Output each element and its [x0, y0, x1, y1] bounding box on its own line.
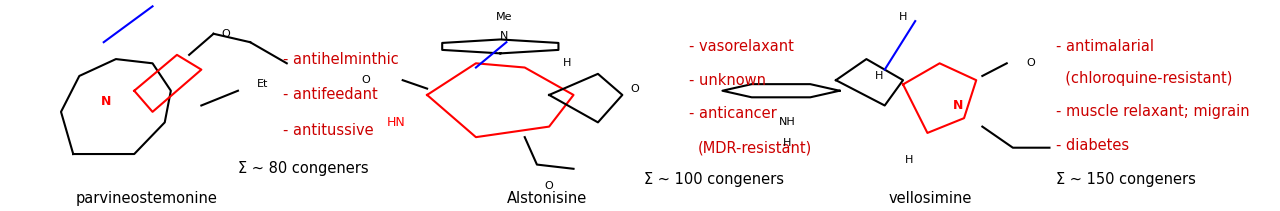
- Text: N: N: [499, 31, 508, 41]
- Text: O: O: [545, 181, 553, 191]
- Text: - antitussive: - antitussive: [283, 123, 374, 138]
- Text: - antifeedant: - antifeedant: [283, 87, 378, 103]
- Text: - muscle relaxant; migrain: - muscle relaxant; migrain: [1056, 104, 1249, 119]
- Text: Et: Et: [257, 79, 268, 89]
- Text: - anticancer: - anticancer: [690, 106, 777, 122]
- Text: H: H: [905, 155, 914, 165]
- Text: Σ ~ 80 congeners: Σ ~ 80 congeners: [238, 161, 369, 176]
- Text: Alstonisine: Alstonisine: [507, 191, 586, 206]
- Text: Σ ~ 150 congeners: Σ ~ 150 congeners: [1056, 172, 1196, 187]
- Text: H: H: [783, 138, 791, 149]
- Text: - vasorelaxant: - vasorelaxant: [690, 39, 795, 54]
- Text: H: H: [563, 58, 572, 68]
- Text: N: N: [101, 95, 111, 108]
- Text: O: O: [1027, 58, 1036, 68]
- Text: - unknown: - unknown: [690, 73, 767, 88]
- Text: - diabetes: - diabetes: [1056, 138, 1129, 153]
- Text: vellosimine: vellosimine: [888, 191, 972, 206]
- Text: O: O: [362, 75, 370, 85]
- Text: H: H: [874, 71, 883, 81]
- Text: O: O: [630, 84, 639, 94]
- Text: O: O: [221, 29, 230, 39]
- Text: (MDR-resistant): (MDR-resistant): [698, 140, 813, 155]
- Text: N: N: [952, 99, 963, 112]
- Text: HN: HN: [388, 116, 406, 129]
- Text: H: H: [899, 12, 908, 22]
- Text: - antihelminthic: - antihelminthic: [283, 51, 399, 67]
- Text: NH: NH: [778, 117, 795, 127]
- Text: Me: Me: [495, 12, 512, 22]
- Text: parvineostemonine: parvineostemonine: [76, 191, 218, 206]
- Text: Σ ~ 100 congeners: Σ ~ 100 congeners: [644, 172, 785, 187]
- Text: (chloroquine-resistant): (chloroquine-resistant): [1056, 70, 1231, 86]
- Text: - antimalarial: - antimalarial: [1056, 39, 1153, 54]
